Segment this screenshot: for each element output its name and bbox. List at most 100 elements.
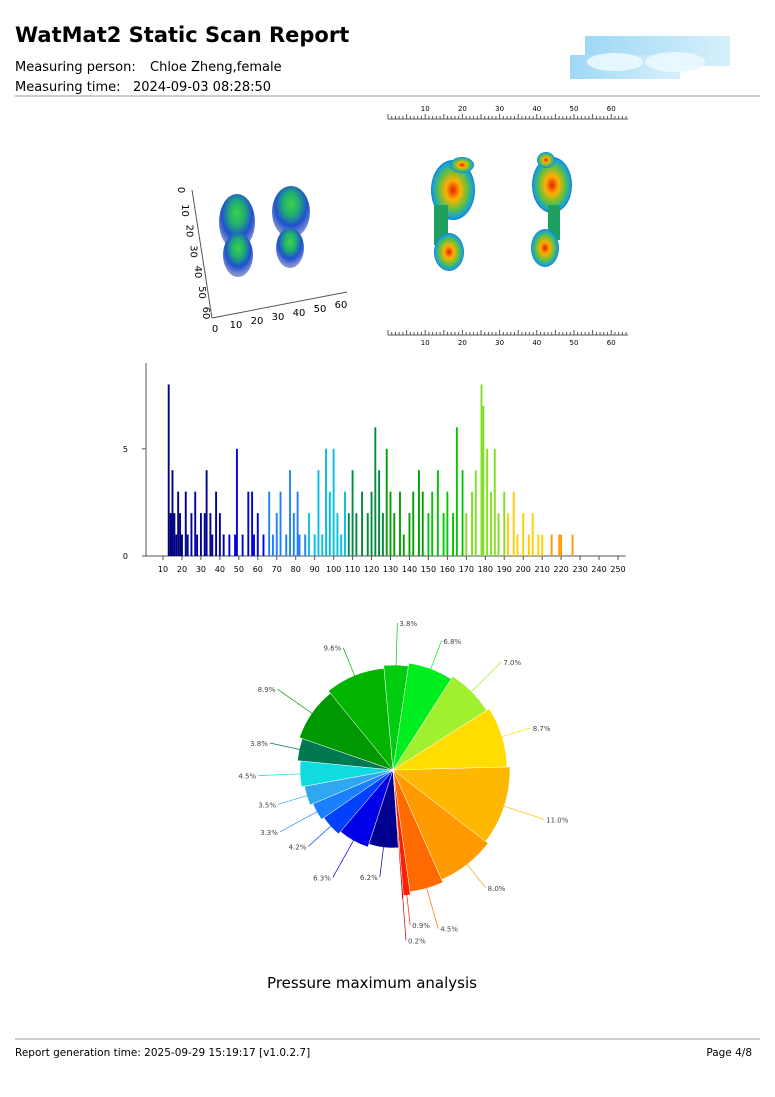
bar bbox=[455, 427, 458, 556]
depth-tick-label: 10 bbox=[179, 204, 190, 217]
x-tick-label: 160 bbox=[440, 565, 455, 574]
width-tick-label: 10 bbox=[230, 320, 243, 331]
ruler-label: 10 bbox=[421, 105, 430, 113]
ruler-label: 60 bbox=[607, 339, 616, 347]
bar bbox=[321, 534, 324, 556]
bar bbox=[351, 470, 354, 556]
leader-line bbox=[467, 661, 502, 696]
bar bbox=[452, 513, 455, 556]
width-tick-label: 20 bbox=[251, 316, 264, 327]
slice-label: 4.5% bbox=[238, 773, 256, 781]
x-tick-label: 130 bbox=[383, 565, 398, 574]
x-tick-label: 90 bbox=[310, 565, 320, 574]
bar bbox=[347, 513, 350, 556]
bar bbox=[482, 405, 485, 556]
label: Measuring person: bbox=[15, 60, 136, 75]
bar bbox=[175, 534, 178, 556]
bar bbox=[355, 513, 358, 556]
slice-label: 6.8% bbox=[443, 638, 461, 646]
depth-tick-label: 50 bbox=[196, 286, 207, 299]
bar bbox=[516, 534, 519, 556]
bar bbox=[253, 534, 255, 556]
bar bbox=[340, 534, 343, 556]
bar bbox=[292, 513, 295, 556]
leader-line bbox=[463, 860, 486, 889]
pressure-map bbox=[388, 118, 628, 336]
bar bbox=[289, 470, 291, 556]
bar bbox=[446, 491, 449, 556]
depth-tick-label: 40 bbox=[192, 266, 203, 279]
bar bbox=[296, 491, 299, 556]
ruler-label: 50 bbox=[570, 339, 579, 347]
bar bbox=[211, 534, 214, 556]
x-tick-label: 140 bbox=[402, 565, 417, 574]
width-tick-label: 40 bbox=[293, 308, 306, 319]
bar bbox=[268, 491, 271, 556]
ruler-label: 20 bbox=[458, 339, 467, 347]
x-tick-label: 20 bbox=[177, 565, 187, 574]
label: Measuring time: bbox=[15, 80, 121, 95]
bar bbox=[560, 534, 563, 556]
bar bbox=[531, 513, 534, 556]
bar bbox=[571, 534, 574, 556]
bar bbox=[222, 534, 225, 556]
page-number: Page 4/8 bbox=[706, 1047, 752, 1059]
bar bbox=[317, 470, 320, 556]
bar bbox=[378, 470, 381, 556]
x-tick-label: 120 bbox=[364, 565, 379, 574]
bar bbox=[169, 513, 172, 556]
ruler-label: 60 bbox=[607, 105, 616, 113]
slice-label: 3.8% bbox=[399, 620, 417, 628]
bar bbox=[199, 513, 202, 556]
bar bbox=[442, 513, 445, 556]
x-tick-label: 190 bbox=[497, 565, 512, 574]
x-tick-label: 70 bbox=[272, 565, 282, 574]
bar bbox=[408, 513, 411, 556]
bar bbox=[385, 448, 388, 556]
slice-label: 7.0% bbox=[503, 659, 521, 667]
x-tick-label: 180 bbox=[478, 565, 493, 574]
width-tick-label: 30 bbox=[272, 312, 285, 323]
bar bbox=[313, 534, 316, 556]
bar bbox=[558, 534, 561, 556]
bar bbox=[427, 513, 430, 556]
bar bbox=[328, 491, 331, 556]
bar bbox=[393, 513, 396, 556]
bar bbox=[234, 534, 236, 556]
y-tick-label: 0 bbox=[123, 552, 128, 561]
ruler-label: 40 bbox=[532, 339, 541, 347]
bar bbox=[241, 534, 244, 556]
bar bbox=[399, 491, 401, 556]
bar bbox=[298, 534, 301, 556]
x-tick-label: 80 bbox=[291, 565, 301, 574]
bar bbox=[184, 491, 187, 556]
depth-tick-label: 60 bbox=[200, 307, 211, 320]
bar bbox=[522, 513, 525, 556]
bar bbox=[203, 513, 206, 556]
bar bbox=[272, 534, 274, 556]
footer-text: Report generation time: 2025-09-29 15:19… bbox=[15, 1047, 310, 1059]
value: 2024-09-03 08:28:50 bbox=[133, 80, 271, 95]
bar bbox=[421, 491, 424, 556]
leader-line bbox=[269, 742, 305, 751]
bar bbox=[486, 448, 489, 556]
bar bbox=[235, 448, 238, 556]
bar bbox=[412, 491, 415, 556]
x-tick-label: 250 bbox=[610, 565, 625, 574]
slice-label: 4.5% bbox=[440, 926, 458, 934]
slice-label: 0.2% bbox=[408, 938, 426, 946]
leader-line bbox=[497, 727, 531, 739]
x-tick-label: 50 bbox=[234, 565, 244, 574]
slice-label: 4.2% bbox=[289, 843, 307, 851]
x-tick-label: 240 bbox=[591, 565, 606, 574]
x-tick-label: 150 bbox=[421, 565, 436, 574]
bar bbox=[285, 534, 288, 556]
y-tick-label: 5 bbox=[123, 445, 128, 454]
ruler-label: 30 bbox=[495, 105, 504, 113]
x-tick-label: 230 bbox=[572, 565, 587, 574]
bar bbox=[493, 448, 496, 556]
width-tick-label: 0 bbox=[212, 324, 218, 335]
bar bbox=[503, 491, 506, 556]
bar bbox=[480, 384, 483, 556]
